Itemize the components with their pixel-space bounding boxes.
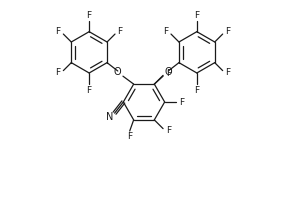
Text: F: F: [118, 27, 123, 36]
Text: F: F: [166, 69, 171, 78]
Text: F: F: [225, 69, 230, 78]
Text: N: N: [106, 112, 113, 122]
Text: F: F: [56, 27, 61, 36]
Text: O: O: [114, 67, 122, 77]
Text: F: F: [166, 126, 171, 135]
Text: F: F: [127, 132, 132, 141]
Text: F: F: [87, 85, 92, 95]
Text: F: F: [194, 11, 199, 20]
Text: F: F: [56, 69, 61, 78]
Text: F: F: [87, 11, 92, 20]
Text: F: F: [179, 98, 184, 106]
Text: O: O: [164, 67, 172, 77]
Text: F: F: [225, 27, 230, 36]
Text: F: F: [163, 27, 168, 36]
Text: F: F: [194, 85, 199, 95]
